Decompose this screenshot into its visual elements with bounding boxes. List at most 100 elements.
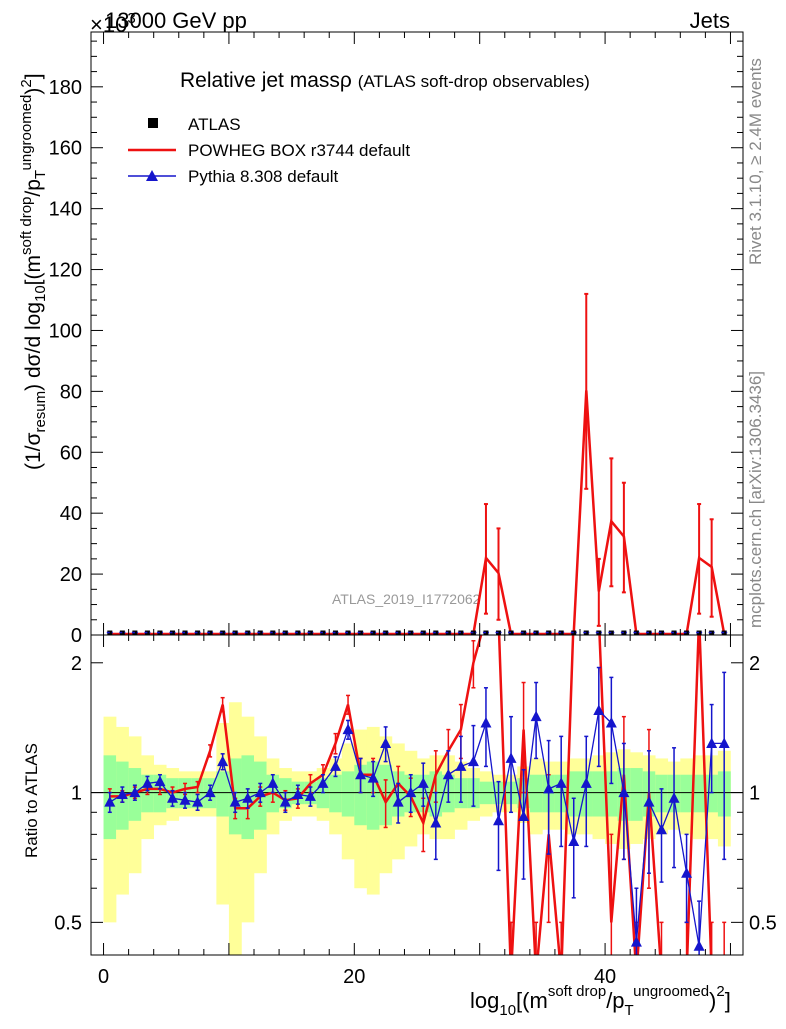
pythia-ratio-point (141, 777, 153, 788)
band-inner-bin (341, 771, 355, 817)
main-panel: 0 20 40 60 80 100 120 140 160 180 (49, 31, 744, 647)
pythia-ratio-point (605, 717, 617, 728)
main-y-tick-label: 100 (49, 320, 82, 342)
chart-title: Relative jet massρ (ATLAS soft-drop obse… (180, 69, 590, 92)
pythia-ratio-point (116, 788, 128, 799)
pythia-ratio-point (493, 814, 504, 826)
pythia-ratio-point (279, 796, 291, 807)
band-inner-bin (692, 774, 706, 813)
band-inner-bin (630, 768, 643, 821)
main-y-tick-label: 180 (49, 77, 82, 99)
main-y-tick-label: 120 (49, 260, 82, 282)
ratio-panel: 0 20 40 0.5 0.5 1 1 2 2 (54, 634, 777, 988)
band-inner-bin (567, 771, 581, 817)
mcplots-label: mcplots.cern.ch [arXiv:1306.3436] (746, 371, 765, 628)
powheg-ratio-line (109, 635, 713, 955)
pythia-ratio-point (417, 777, 429, 788)
band-inner-bin (354, 764, 368, 826)
legend-pythia-marker (146, 170, 158, 181)
pythia-ratio-series (104, 666, 730, 955)
ratio-y-axis-label: Ratio to ATLAS (22, 743, 41, 858)
pythia-ratio-point (656, 823, 667, 835)
x-tick-label: 0 (98, 966, 109, 988)
pythia-ratio-point (681, 867, 693, 878)
pythia-ratio-point (254, 786, 266, 798)
pythia-ratio-point (593, 704, 605, 716)
pythia-ratio-point (442, 768, 454, 780)
ratio-y-tick-label-left: 0.5 (54, 912, 82, 934)
legend-atlas-marker (148, 118, 158, 128)
analysis-label: ATLAS_2019_I1772062 (332, 591, 481, 607)
pythia-ratio-point (668, 792, 680, 803)
pythia-ratio-point (242, 792, 254, 803)
pythia-ratio-point (292, 788, 304, 799)
pythia-ratio-point (330, 760, 341, 771)
rivet-label: Rivet 3.1.10, ≥ 2.4M events (746, 58, 765, 265)
main-y-tick-label: 140 (49, 199, 82, 221)
legend-atlas-label: ATLAS (188, 115, 241, 134)
band-inner-bin (605, 771, 618, 817)
band-inner-bin (592, 771, 606, 817)
pythia-ratio-point (467, 755, 479, 767)
pythia-ratio-point (618, 786, 630, 798)
ratio-y-tick-label-left: 1 (71, 783, 82, 805)
ratio-y-tick-label-right: 2 (749, 653, 760, 675)
pythia-ratio-point (555, 777, 567, 788)
energy-label: 13000 GeV pp (105, 8, 247, 33)
pythia-ratio-point (518, 810, 530, 822)
main-y-tick-label: 60 (60, 442, 82, 464)
pythia-ratio-point (543, 782, 555, 794)
pythia-ratio-point (568, 835, 580, 847)
pythia-ratio-point (480, 717, 492, 728)
ratio-y-tick-label-right: 0.5 (749, 912, 777, 934)
x-tick-label: 40 (594, 966, 616, 988)
pythia-ratio-point (267, 777, 279, 788)
pythia-ratio-point (342, 723, 354, 735)
main-y-tick-label: 40 (60, 503, 82, 525)
uncertainty-bands (103, 702, 731, 955)
pythia-ratio-point (693, 940, 705, 951)
band-inner-bin (216, 771, 230, 817)
pythia-ratio-point (430, 817, 442, 828)
pythia-ratio-point (392, 796, 404, 807)
pythia-ratio-point (167, 792, 178, 803)
band-inner-bin (529, 774, 543, 813)
pythia-ratio-point (104, 796, 116, 807)
main-series (106, 292, 728, 635)
main-y-tick-label: 20 (60, 564, 82, 586)
legend: ATLAS POWHEG BOX r3744 default Pythia 8.… (128, 115, 410, 186)
main-y-tick-label: 160 (49, 138, 82, 160)
pythia-ratio-line (109, 709, 725, 947)
ratio-y-tick-label-left: 2 (71, 653, 82, 675)
x-axis-label: log10[(msoft drop/pTungroomed)2] (470, 983, 731, 1019)
pythia-ratio-point (204, 786, 216, 798)
ratio-y-tick-label-right: 1 (749, 783, 760, 805)
pythia-ratio-point (405, 786, 417, 798)
pythia-ratio-point (718, 737, 730, 748)
pythia-ratio-point (179, 794, 191, 805)
pythia-ratio-point (630, 936, 642, 947)
main-y-axis-label: (1/σresum) dσ/d log10[(msoft drop/pTungr… (18, 73, 49, 470)
pythia-ratio-point (530, 710, 542, 722)
main-y-tick-label: 0 (71, 625, 82, 647)
pythia-ratio-point (229, 796, 241, 807)
pythia-ratio-point (304, 790, 316, 801)
pythia-ratio-point (317, 777, 329, 788)
pythia-ratio-point (217, 755, 229, 767)
pythia-ratio-point (580, 777, 592, 788)
band-outer-bin (228, 702, 242, 955)
legend-powheg-label: POWHEG BOX r3744 default (188, 141, 410, 160)
pythia-ratio-point (355, 768, 367, 780)
pythia-ratio-point (367, 772, 379, 783)
pythia-ratio-point (380, 737, 392, 748)
x-tick-label: 20 (343, 966, 365, 988)
pythia-ratio-point (706, 737, 718, 748)
main-y-tick-label: 80 (60, 381, 82, 403)
band-inner-bin (329, 774, 343, 813)
ratio-frame (90, 634, 744, 956)
pythia-ratio-point (455, 760, 467, 771)
pythia-ratio-point (154, 775, 166, 787)
pythia-ratio-point (505, 752, 517, 763)
